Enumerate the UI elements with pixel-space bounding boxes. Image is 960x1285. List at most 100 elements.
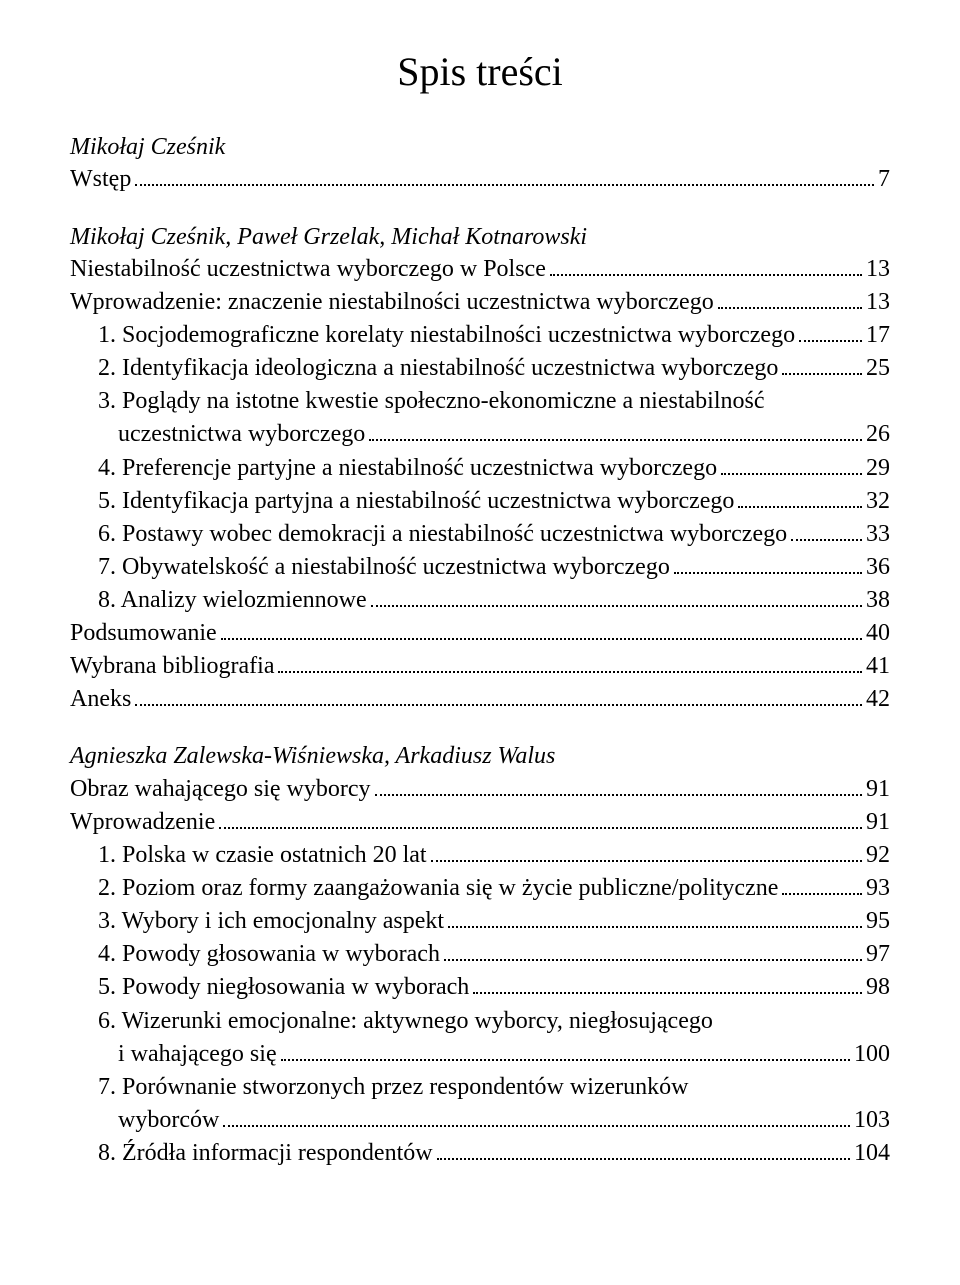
toc-leader [278, 651, 862, 673]
toc-entry-text: 7. Porównanie stworzonych przez responde… [70, 1071, 890, 1104]
toc-entry-text: 3. Poglądy na istotne kwestie społeczno-… [70, 385, 890, 418]
toc-entry: 4. Preferencje partyjne a niestabilność … [70, 452, 890, 485]
toc-page-number: 40 [866, 617, 890, 650]
toc-entry-text: 8. Analizy wielozmiennowe [98, 584, 367, 617]
toc-entry: 5. Identyfikacja partyjna a niestabilnoś… [70, 485, 890, 518]
page-title: Spis treści [70, 48, 890, 95]
toc-entry: Podsumowanie 40 [70, 617, 890, 650]
toc-entry-text: 5. Powody niegłosowania w wyborach [98, 971, 469, 1004]
toc-entry-text: Podsumowanie [70, 617, 217, 650]
toc-entry: Obraz wahającego się wyborcy 91 [70, 773, 890, 806]
toc-leader [718, 287, 862, 309]
toc-page-number: 91 [866, 773, 890, 806]
toc-section: Agnieszka Zalewska-Wiśniewska, Arkadiusz… [70, 740, 890, 1170]
toc-entry: Aneks 42 [70, 683, 890, 716]
toc-entry: 4. Powody głosowania w wyborach97 [70, 938, 890, 971]
toc-leader [782, 353, 862, 375]
toc-entry: Wybrana bibliografia41 [70, 650, 890, 683]
toc-entry-text: Wprowadzenie [70, 806, 215, 839]
toc-leader [473, 972, 862, 994]
toc-leader [221, 618, 862, 640]
toc-page-number: 98 [866, 971, 890, 1004]
toc-page-number: 38 [866, 584, 890, 617]
toc-entry: 2. Poziom oraz formy zaangażowania się w… [70, 872, 890, 905]
toc-page-number: 92 [866, 839, 890, 872]
toc-entry-text: Wstęp [70, 163, 131, 196]
toc-entry: uczestnictwa wyborczego 26 [70, 418, 890, 451]
toc-page-number: 104 [854, 1137, 890, 1170]
toc-leader [550, 254, 862, 276]
toc-sections: Mikołaj CześnikWstęp 7 Mikołaj Cześnik, Pa… [70, 131, 890, 1170]
toc-page-number: 41 [866, 650, 890, 683]
toc-entry: Niestabilność uczestnictwa wyborczego w … [70, 253, 890, 286]
toc-entry: 1. Socjodemograficzne korelaty niestabil… [70, 319, 890, 352]
toc-entry-text: 8. Źródła informacji respondentów [98, 1137, 433, 1170]
section-author: Mikołaj Cześnik, Paweł Grzelak, Michał K… [70, 221, 890, 253]
toc-leader [135, 684, 862, 706]
toc-leader [219, 807, 862, 829]
toc-leader [223, 1105, 850, 1127]
toc-page-number: 25 [866, 352, 890, 385]
toc-entry-text: 2. Identyfikacja ideologiczna a niestabi… [98, 352, 778, 385]
toc-leader [782, 873, 862, 895]
toc-entry-text: Niestabilność uczestnictwa wyborczego w … [70, 253, 546, 286]
toc-page-number: 91 [866, 806, 890, 839]
toc-page-number: 29 [866, 452, 890, 485]
toc-page-number: 13 [866, 253, 890, 286]
toc-entry: 6. Postawy wobec demokracji a niestabiln… [70, 518, 890, 551]
toc-leader [371, 585, 862, 607]
toc-entry-text: 3. Wybory i ich emocjonalny aspekt [98, 905, 444, 938]
toc-page-number: 42 [866, 683, 890, 716]
toc-leader [444, 939, 862, 961]
toc-entry-text: Aneks [70, 683, 131, 716]
toc-entry: 7. Obywatelskość a niestabilność uczestn… [70, 551, 890, 584]
toc-entry-text: i wahającego się [118, 1038, 277, 1071]
toc-section: Mikołaj CześnikWstęp 7 [70, 131, 890, 197]
toc-page-number: 103 [854, 1104, 890, 1137]
toc-entry: Wprowadzenie: znaczenie niestabilności u… [70, 286, 890, 319]
toc-leader [721, 452, 862, 474]
toc-leader [738, 485, 862, 507]
toc-page-number: 17 [866, 319, 890, 352]
toc-page-number: 32 [866, 485, 890, 518]
toc-leader [431, 840, 862, 862]
toc-entry: 8. Źródła informacji respondentów 104 [70, 1137, 890, 1170]
toc-page-number: 36 [866, 551, 890, 584]
toc-entry: 5. Powody niegłosowania w wyborach 98 [70, 971, 890, 1004]
toc-entry-text: uczestnictwa wyborczego [118, 418, 365, 451]
toc-leader [369, 419, 862, 441]
toc-leader [135, 164, 874, 186]
toc-entry-text: Wprowadzenie: znaczenie niestabilności u… [70, 286, 714, 319]
toc-leader [448, 906, 862, 928]
toc-entry: wyborców103 [70, 1104, 890, 1137]
toc-leader [791, 518, 862, 540]
toc-page-number: 93 [866, 872, 890, 905]
toc-leader [437, 1138, 850, 1160]
toc-entry: i wahającego się 100 [70, 1038, 890, 1071]
toc-entry-text: 2. Poziom oraz formy zaangażowania się w… [98, 872, 778, 905]
toc-section: Mikołaj Cześnik, Paweł Grzelak, Michał K… [70, 221, 890, 717]
toc-entry: Wprowadzenie 91 [70, 806, 890, 839]
toc-leader [799, 320, 862, 342]
toc-page: Spis treści Mikołaj CześnikWstęp7Mikołaj… [0, 0, 960, 1285]
toc-entry: Wstęp 7 [70, 163, 890, 196]
toc-page-number: 7 [878, 163, 890, 196]
toc-entry-text: 5. Identyfikacja partyjna a niestabilnoś… [98, 485, 734, 518]
toc-page-number: 26 [866, 418, 890, 451]
toc-entry-text: 6. Postawy wobec demokracji a niestabiln… [98, 518, 787, 551]
toc-page-number: 33 [866, 518, 890, 551]
toc-leader [375, 773, 862, 795]
toc-leader [674, 551, 862, 573]
toc-page-number: 95 [866, 905, 890, 938]
toc-leader [281, 1038, 850, 1060]
toc-entry: 1. Polska w czasie ostatnich 20 lat 92 [70, 839, 890, 872]
toc-entry-text: 1. Polska w czasie ostatnich 20 lat [98, 839, 427, 872]
toc-entry-text: 1. Socjodemograficzne korelaty niestabil… [98, 319, 795, 352]
toc-page-number: 100 [854, 1038, 890, 1071]
toc-entry-text: Obraz wahającego się wyborcy [70, 773, 371, 806]
toc-entry: 2. Identyfikacja ideologiczna a niestabi… [70, 352, 890, 385]
section-author: Mikołaj Cześnik [70, 131, 890, 163]
section-author: Agnieszka Zalewska-Wiśniewska, Arkadiusz… [70, 740, 890, 772]
toc-entry: 8. Analizy wielozmiennowe 38 [70, 584, 890, 617]
toc-page-number: 13 [866, 286, 890, 319]
